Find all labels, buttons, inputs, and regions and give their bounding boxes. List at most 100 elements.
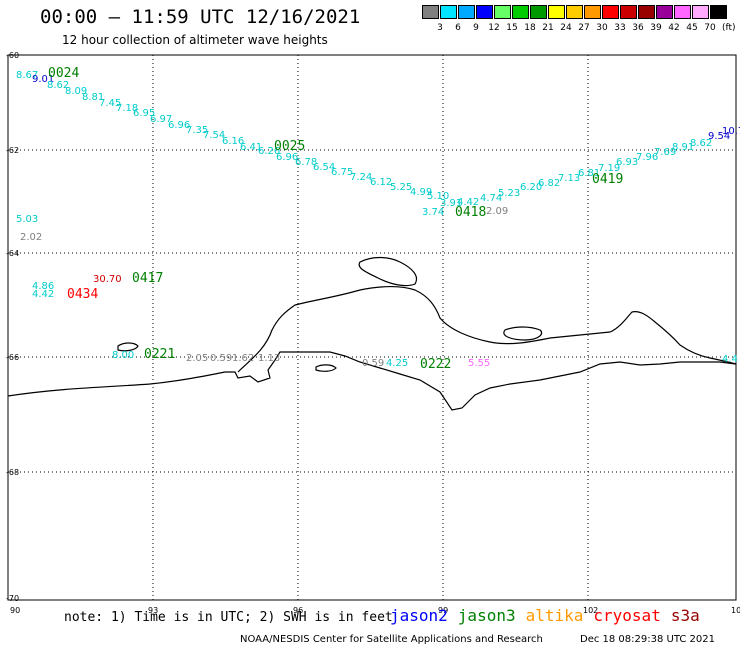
satellite-legend-item: jason2 <box>390 606 448 625</box>
orbit-label: 0419 <box>592 172 623 187</box>
scale-label: 12 <box>488 23 500 33</box>
swh-value: 4.4 <box>722 354 738 365</box>
scale-label: 24 <box>560 23 572 33</box>
scale-label: 9 <box>473 23 479 33</box>
map-subtitle: 12 hour collection of altimeter wave hei… <box>62 33 328 47</box>
scale-swatch <box>548 5 565 19</box>
swh-value: 7.24 <box>350 172 372 183</box>
swh-value: 8.00 <box>112 350 134 361</box>
swh-value: 2.09 <box>486 206 508 217</box>
scale-label: 42 <box>668 23 680 33</box>
longitude-label: 90 <box>10 606 20 615</box>
swh-value: 4.86 <box>32 281 54 292</box>
swh-value: 8.91 <box>672 142 694 153</box>
swh-value: 6.26 <box>258 146 280 157</box>
swh-value: 6.81 <box>578 168 600 179</box>
swh-value: 8.67 <box>16 70 38 81</box>
map-frame <box>7 54 737 601</box>
orbit-label: 0417 <box>132 271 163 286</box>
swh-value: 6.78 <box>295 157 317 168</box>
scale-label: 70 <box>704 23 716 33</box>
scale-swatch <box>512 5 529 19</box>
swh-value: 4.25 <box>386 358 408 369</box>
credit-line: NOAA/NESDIS Center for Satellite Applica… <box>240 634 543 645</box>
swh-value: 7.96 <box>636 152 658 163</box>
swh-value: 7.45 <box>99 98 121 109</box>
swh-value: 6.95 <box>133 108 155 119</box>
scale-swatch <box>584 5 601 19</box>
swh-value: 7.69 <box>654 147 676 158</box>
latitude-label: -64 <box>6 249 19 258</box>
scale-swatch <box>674 5 691 19</box>
scale-swatch <box>656 5 673 19</box>
satellite-legend-item: altika <box>525 606 584 625</box>
swh-value: 30.70 <box>93 274 122 285</box>
scale-swatch <box>692 5 709 19</box>
map-title: 00:00 – 11:59 UTC 12/16/2021 <box>40 6 361 28</box>
swh-value: 3.91 <box>440 198 462 209</box>
longitude-label: 99 <box>438 606 448 615</box>
swh-value: 6.96 <box>168 120 190 131</box>
swh-value: 7.19 <box>598 163 620 174</box>
scale-label: 45 <box>686 23 698 33</box>
swh-value: 2.05 <box>186 353 208 364</box>
scale-swatch <box>476 5 493 19</box>
swh-value: 6.82 <box>538 178 560 189</box>
wave-height-values: 8.679.018.628.098.817.457.186.956.976.96… <box>16 70 740 369</box>
swh-value: 7.18 <box>116 103 138 114</box>
swh-value: 5.25 <box>390 182 412 193</box>
antarctic-coastline <box>7 256 737 411</box>
swh-value: 6.41 <box>240 142 262 153</box>
longitude-label: 102 <box>583 606 598 615</box>
swh-value: 5.10 <box>427 191 449 202</box>
generated-timestamp: Dec 18 08:29:38 UTC 2021 <box>580 634 715 645</box>
longitude-label: 93 <box>148 606 158 615</box>
swh-value: 6.75 <box>331 167 353 178</box>
swh-value: 7.54 <box>203 130 225 141</box>
swh-value: 1.13 <box>258 353 280 364</box>
scale-swatch <box>566 5 583 19</box>
scale-label: 30 <box>596 23 608 33</box>
swh-value: 8.62 <box>47 80 69 91</box>
scale-label: 15 <box>506 23 518 33</box>
latitude-label: -66 <box>6 353 19 362</box>
swh-value: 0.59 <box>210 353 232 364</box>
satellite-legend-item: jason3 <box>457 606 516 625</box>
swh-value: 7.35 <box>186 125 208 136</box>
scale-label: 6 <box>455 23 461 33</box>
satellite-legend: jason2 jason3 altika cryosat s3a <box>390 606 710 625</box>
swh-value: 10.7 <box>722 126 740 137</box>
swh-value: 6.54 <box>313 162 335 173</box>
scale-swatch <box>638 5 655 19</box>
satellite-legend-item: s3a <box>670 606 700 625</box>
longitude-label: 105 <box>731 606 740 615</box>
orbit-label: 0221 <box>144 347 175 362</box>
swh-value: 6.96 <box>276 152 298 163</box>
swh-value: 6.93 <box>616 157 638 168</box>
units-note: note: 1) Time is in UTC; 2) SWH is in fe… <box>64 610 393 625</box>
scale-label: 21 <box>542 23 554 33</box>
orbit-label: 0024 <box>48 66 79 81</box>
swh-value: 8.09 <box>65 86 87 97</box>
swh-value: 7.13 <box>558 173 580 184</box>
swh-value: 5.55 <box>468 358 490 369</box>
swh-value: 3.74 <box>422 207 444 218</box>
swh-value: 9.54 <box>708 131 730 142</box>
swh-value: 5.03 <box>16 214 38 225</box>
swh-value: 6.97 <box>150 114 172 125</box>
swh-value: 4.42 <box>32 289 54 300</box>
swh-value: 2.02 <box>20 232 42 243</box>
scale-swatch <box>458 5 475 19</box>
scale-label: 39 <box>650 23 662 33</box>
orbit-label: 0434 <box>67 287 98 302</box>
latitude-label: -70 <box>6 594 19 603</box>
scale-swatch <box>602 5 619 19</box>
swh-value: 6.20 <box>520 182 542 193</box>
scale-label: 27 <box>578 23 590 33</box>
scale-swatch <box>422 5 439 19</box>
swh-value: 0.59 <box>362 358 384 369</box>
latitude-label: -68 <box>6 468 19 477</box>
swh-value: 6.12 <box>370 177 392 188</box>
orbit-label: 0222 <box>420 357 451 372</box>
